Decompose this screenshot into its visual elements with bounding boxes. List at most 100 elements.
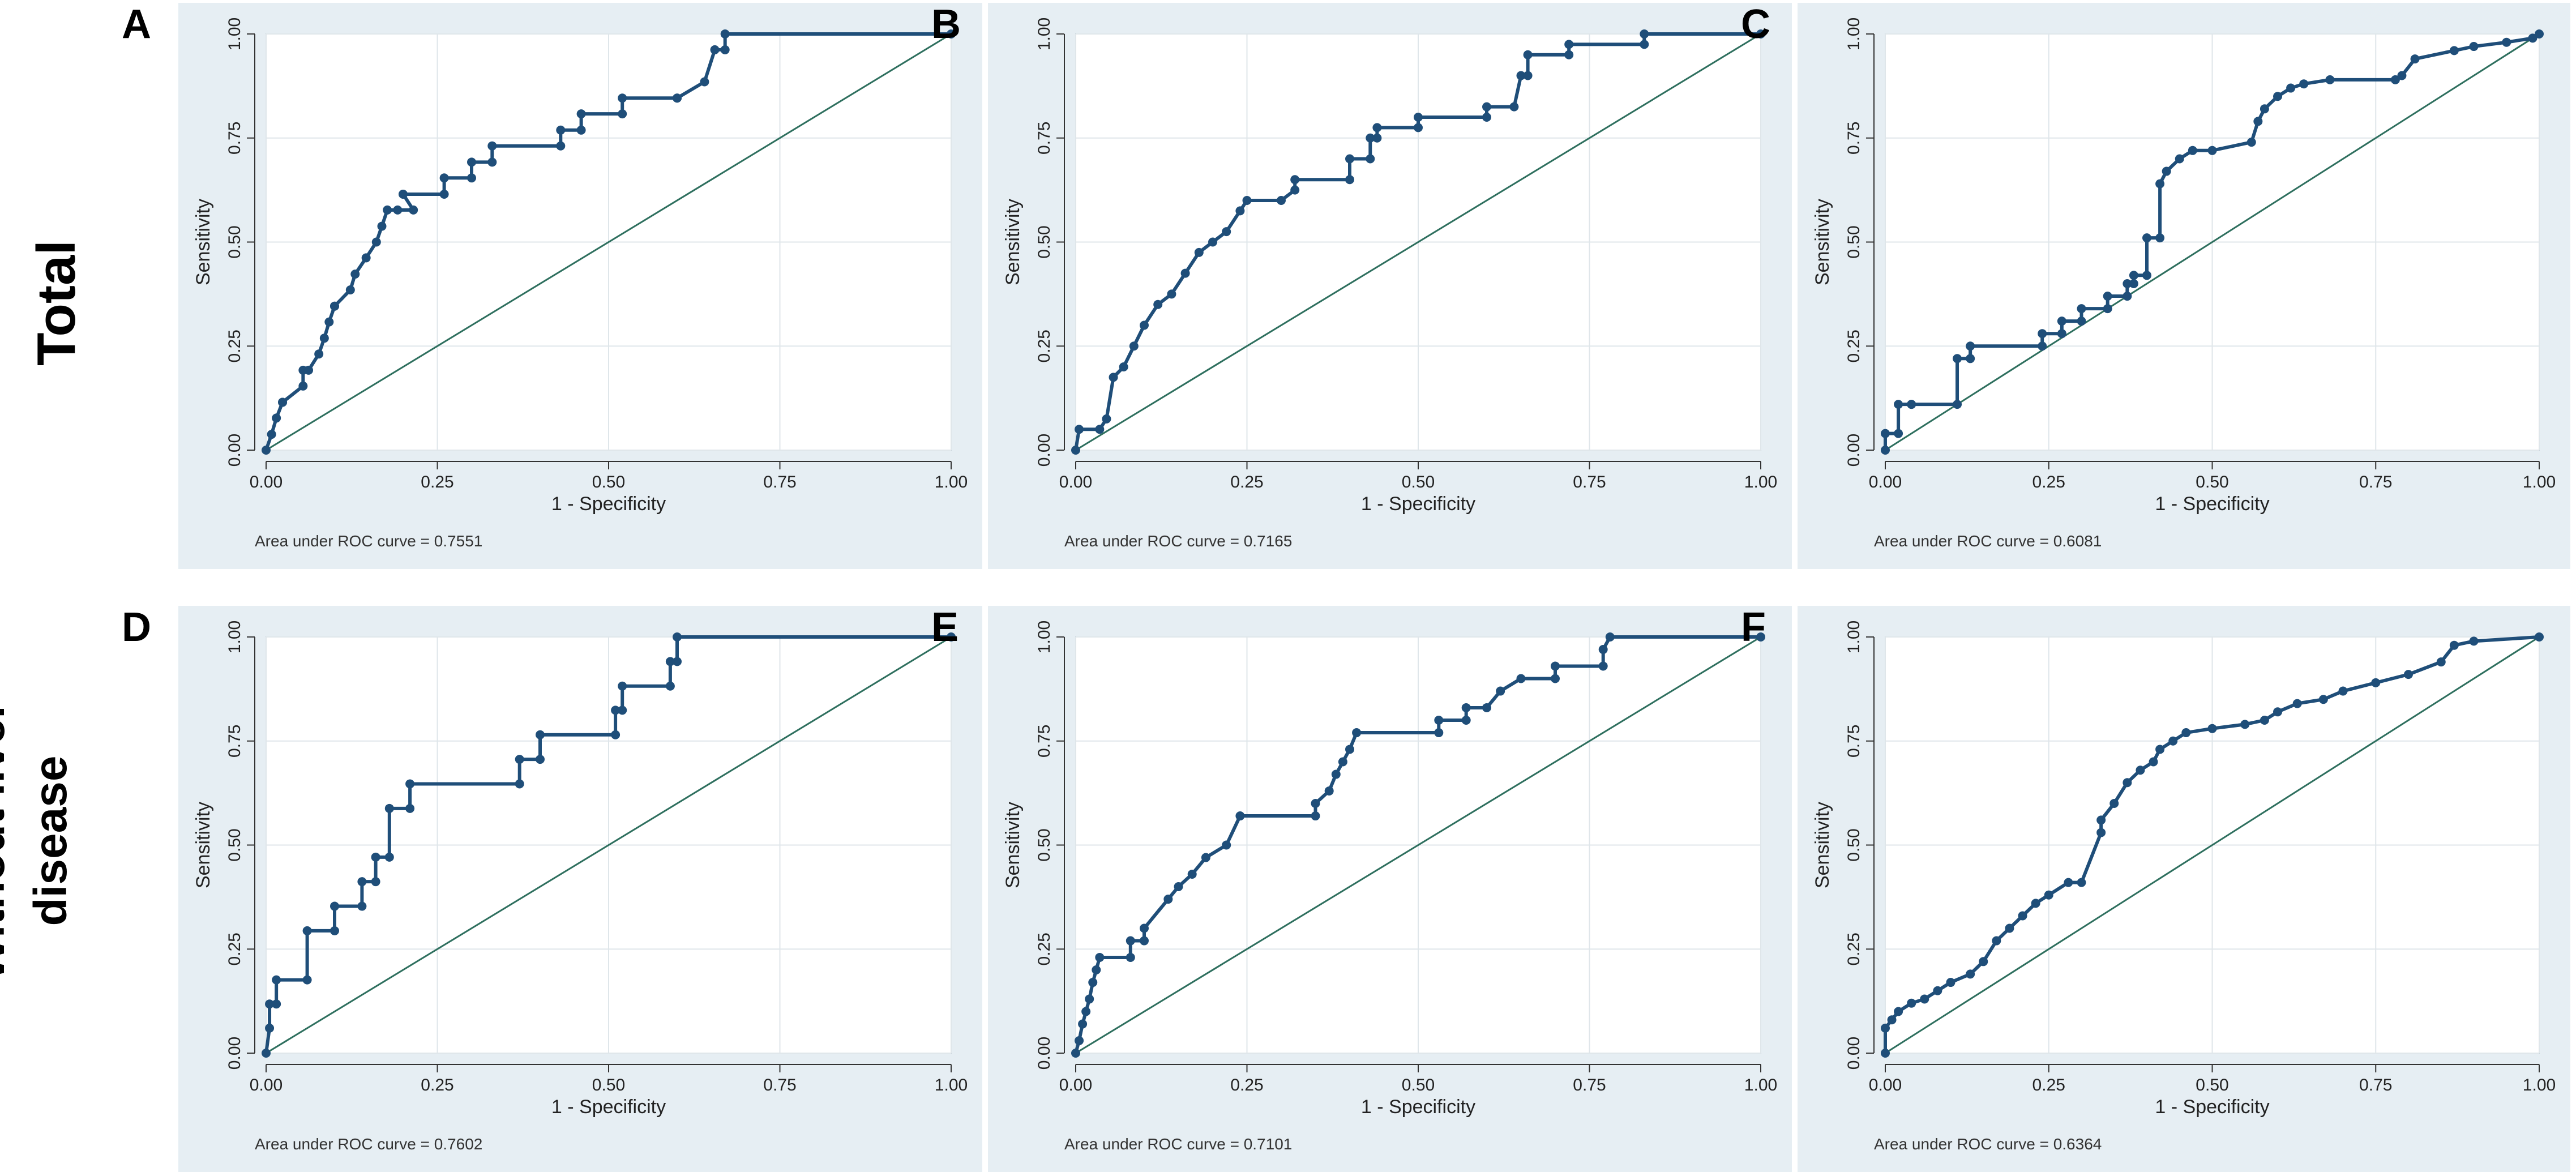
- x-axis-title: 1 - Specificity: [2155, 493, 2269, 515]
- roc-point: [2246, 138, 2256, 147]
- x-tick-label: 0.50: [2196, 1076, 2228, 1094]
- y-tick-label: 1.00: [225, 621, 244, 653]
- roc-point: [536, 755, 545, 764]
- roc-point: [487, 157, 497, 167]
- roc-point: [2449, 46, 2459, 55]
- roc-point: [1222, 227, 1231, 237]
- roc-point: [1277, 196, 1286, 205]
- roc-point: [1881, 429, 1890, 438]
- roc-point: [1881, 1049, 1890, 1058]
- roc-point: [1235, 206, 1245, 216]
- roc-point: [2123, 778, 2132, 788]
- roc-point: [2253, 117, 2263, 126]
- roc-point: [265, 1023, 275, 1033]
- roc-point: [2175, 154, 2184, 164]
- x-tick-label: 0.00: [1869, 473, 1902, 491]
- roc-point: [1496, 686, 1505, 696]
- roc-point: [2286, 83, 2296, 93]
- roc-point: [2273, 92, 2282, 101]
- roc-point: [2188, 146, 2197, 155]
- roc-point: [345, 285, 355, 295]
- y-tick-label: 0.50: [1845, 828, 1863, 861]
- x-tick-label: 0.75: [763, 1076, 796, 1094]
- roc-point: [439, 173, 449, 183]
- y-tick-label: 0.25: [225, 330, 244, 362]
- x-tick-label: 0.25: [421, 473, 453, 491]
- y-axis-title: Sensitivity: [1002, 199, 1024, 285]
- roc-point: [1564, 50, 1574, 59]
- x-tick-label: 1.00: [935, 1076, 968, 1094]
- y-tick-label: 1.00: [1845, 621, 1863, 653]
- roc-point: [1434, 716, 1444, 725]
- roc-point: [2136, 766, 2145, 775]
- roc-point: [1242, 196, 1252, 205]
- x-tick-label: 0.50: [2196, 473, 2228, 491]
- roc-point: [576, 109, 586, 119]
- roc-point: [2123, 292, 2132, 301]
- roc-point: [1640, 29, 1649, 39]
- roc-point: [1075, 1036, 1084, 1045]
- roc-panel-e: 0.00 0.25 0.50 0.75 1.00 0.00 0.25 0.50 0.75 1.00…: [988, 606, 1792, 1172]
- roc-point: [2044, 890, 2053, 900]
- roc-point: [2181, 728, 2191, 738]
- roc-point: [1372, 123, 1382, 132]
- roc-point: [1756, 632, 1765, 642]
- panel-letter-f: F: [1741, 605, 1766, 650]
- y-tick-label: 1.00: [1035, 18, 1054, 50]
- roc-panel-f: 0.00 0.25 0.50 0.75 1.00 0.00 0.25 0.50 0.75 1.00…: [1798, 606, 2570, 1172]
- roc-point: [1085, 994, 1094, 1004]
- roc-point: [1222, 840, 1231, 850]
- roc-point: [1756, 29, 1765, 39]
- roc-point: [1078, 1019, 1088, 1029]
- roc-point: [1290, 175, 1300, 185]
- roc-point: [1352, 728, 1362, 738]
- roc-point: [272, 975, 281, 985]
- roc-point: [2129, 279, 2138, 288]
- auc-label: Area under ROC curve = 0.7602: [255, 1135, 482, 1153]
- roc-point: [720, 45, 730, 54]
- roc-point: [618, 681, 627, 691]
- roc-point: [1509, 102, 1519, 112]
- roc-point: [1907, 400, 1916, 409]
- roc-point: [673, 93, 682, 103]
- roc-point: [2390, 75, 2400, 84]
- roc-point: [2155, 179, 2165, 189]
- row-label-without-liver-disease: Without liver disease: [0, 665, 88, 1016]
- roc-point: [556, 141, 566, 151]
- y-axis-title: Sensitivity: [192, 199, 214, 285]
- roc-point: [1551, 661, 1560, 671]
- roc-panel-a: 0.00 0.25 0.50 0.75 1.00 0.00 0.25 0.50 0.75 1.00…: [178, 3, 982, 569]
- roc-point: [1338, 757, 1347, 767]
- roc-point: [1881, 446, 1890, 455]
- roc-point: [665, 681, 675, 691]
- roc-point: [2318, 695, 2328, 704]
- roc-point: [1153, 300, 1163, 309]
- roc-point: [515, 755, 524, 764]
- roc-point: [393, 205, 403, 215]
- y-tick-label: 1.00: [225, 18, 244, 50]
- roc-point: [384, 852, 394, 862]
- x-tick-label: 0.50: [1402, 1076, 1435, 1094]
- roc-point: [720, 29, 730, 39]
- x-tick-label: 0.25: [1230, 473, 1263, 491]
- x-axis-title: 1 - Specificity: [2155, 1096, 2269, 1118]
- roc-point: [2535, 632, 2544, 642]
- x-tick-label: 1.00: [2523, 473, 2556, 491]
- roc-point: [265, 999, 275, 1009]
- roc-point: [1345, 745, 1354, 754]
- roc-point: [2129, 271, 2138, 280]
- y-tick-label: 1.00: [1035, 621, 1054, 653]
- x-tick-label: 0.50: [592, 473, 625, 491]
- roc-point: [2207, 724, 2217, 733]
- roc-point: [2168, 736, 2178, 746]
- y-tick-label: 0.75: [225, 122, 244, 155]
- roc-point: [2057, 329, 2066, 339]
- roc-point: [1966, 969, 1975, 979]
- roc-point: [1311, 811, 1320, 821]
- roc-point: [2096, 828, 2106, 837]
- roc-point: [1126, 952, 1135, 962]
- roc-point: [278, 397, 288, 407]
- roc-point: [2038, 329, 2047, 339]
- roc-point: [383, 205, 392, 215]
- reference-line: [266, 636, 952, 1054]
